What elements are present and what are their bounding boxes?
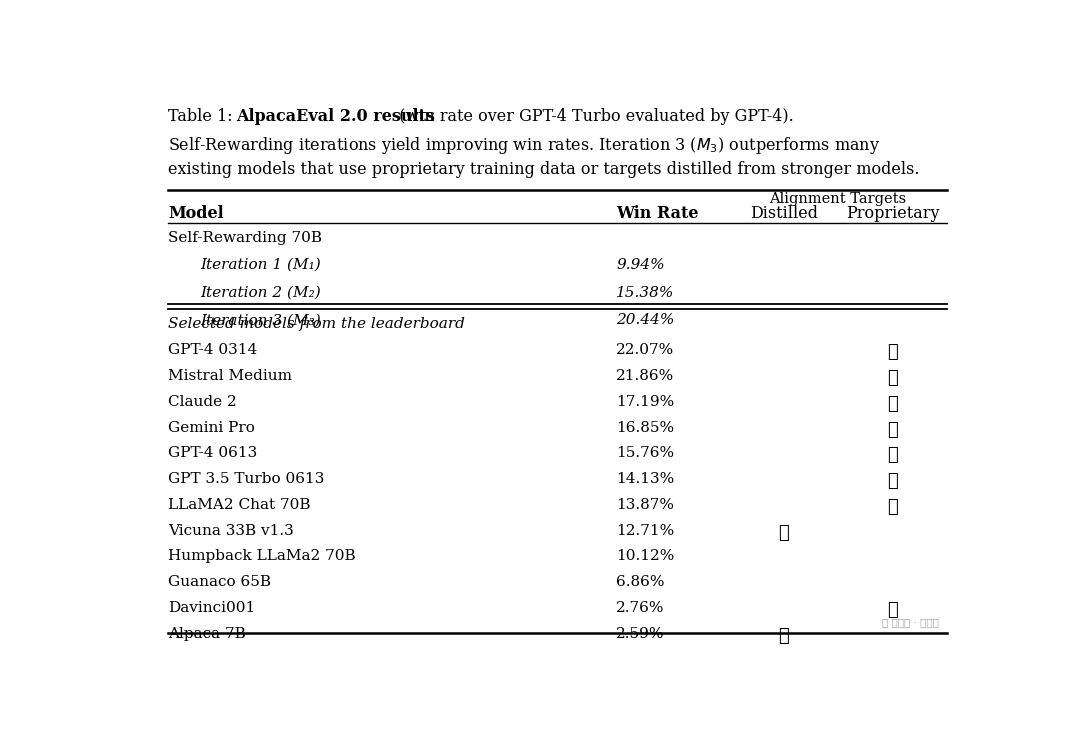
Text: GPT 3.5 Turbo 0613: GPT 3.5 Turbo 0613: [168, 472, 325, 486]
Text: Iteration 3 (M₃): Iteration 3 (M₃): [200, 313, 321, 328]
Text: Selected models from the leaderboard: Selected models from the leaderboard: [168, 317, 465, 331]
Text: 10.12%: 10.12%: [617, 550, 675, 564]
Text: Guanaco 65B: Guanaco 65B: [168, 576, 271, 589]
Text: Table 1:: Table 1:: [168, 108, 243, 125]
Text: 15.38%: 15.38%: [617, 286, 675, 300]
Text: 📢 公众号 · 新智元: 📢 公众号 · 新智元: [881, 617, 939, 627]
Text: existing models that use proprietary training data or targets distilled from str: existing models that use proprietary tra…: [168, 161, 920, 178]
Text: LLaMA2 Chat 70B: LLaMA2 Chat 70B: [168, 498, 311, 512]
Text: Gemini Pro: Gemini Pro: [168, 420, 255, 434]
Text: Proprietary: Proprietary: [846, 205, 940, 223]
Text: Davinci001: Davinci001: [168, 601, 256, 615]
Text: Claude 2: Claude 2: [168, 395, 238, 409]
Text: Self-Rewarding iterations yield improving win rates. Iteration 3 ($M_3$) outperf: Self-Rewarding iterations yield improvin…: [168, 135, 880, 156]
Text: 22.07%: 22.07%: [617, 343, 675, 357]
Text: Iteration 2 (M₂): Iteration 2 (M₂): [200, 286, 321, 300]
Text: Alpaca 7B: Alpaca 7B: [168, 627, 246, 641]
Text: ✓: ✓: [779, 524, 789, 542]
Text: ✓: ✓: [887, 601, 897, 619]
Text: 21.86%: 21.86%: [617, 369, 675, 383]
Text: Vicuna 33B v1.3: Vicuna 33B v1.3: [168, 524, 294, 538]
Text: 2.59%: 2.59%: [617, 627, 665, 641]
Text: Model: Model: [168, 205, 225, 223]
Text: ✓: ✓: [887, 395, 897, 413]
Text: Distilled: Distilled: [750, 205, 818, 223]
Text: Iteration 1 (M₁): Iteration 1 (M₁): [200, 258, 321, 272]
Text: AlpacaEval 2.0 results: AlpacaEval 2.0 results: [237, 108, 435, 125]
Text: 13.87%: 13.87%: [617, 498, 674, 512]
Text: 14.13%: 14.13%: [617, 472, 675, 486]
Text: ✓: ✓: [887, 472, 897, 490]
Text: 15.76%: 15.76%: [617, 446, 674, 460]
Text: Win Rate: Win Rate: [617, 205, 699, 223]
Text: ✓: ✓: [779, 627, 789, 645]
Text: ✓: ✓: [887, 369, 897, 387]
Text: 9.94%: 9.94%: [617, 258, 665, 272]
Text: Self-Rewarding 70B: Self-Rewarding 70B: [168, 231, 323, 245]
Text: 2.76%: 2.76%: [617, 601, 665, 615]
Text: ✓: ✓: [887, 446, 897, 465]
Text: GPT-4 0314: GPT-4 0314: [168, 343, 258, 357]
Text: Humpback LLaMa2 70B: Humpback LLaMa2 70B: [168, 550, 356, 564]
Text: 12.71%: 12.71%: [617, 524, 675, 538]
Text: ✓: ✓: [887, 343, 897, 362]
Text: Mistral Medium: Mistral Medium: [168, 369, 293, 383]
Text: (win rate over GPT-4 Turbo evaluated by GPT-4).: (win rate over GPT-4 Turbo evaluated by …: [394, 108, 794, 125]
Text: 20.44%: 20.44%: [617, 313, 675, 328]
Text: 16.85%: 16.85%: [617, 420, 674, 434]
Text: 17.19%: 17.19%: [617, 395, 675, 409]
Text: ✓: ✓: [887, 498, 897, 516]
Text: GPT-4 0613: GPT-4 0613: [168, 446, 258, 460]
Text: 6.86%: 6.86%: [617, 576, 665, 589]
Text: ✓: ✓: [887, 420, 897, 439]
Text: Alignment Targets: Alignment Targets: [770, 192, 906, 206]
